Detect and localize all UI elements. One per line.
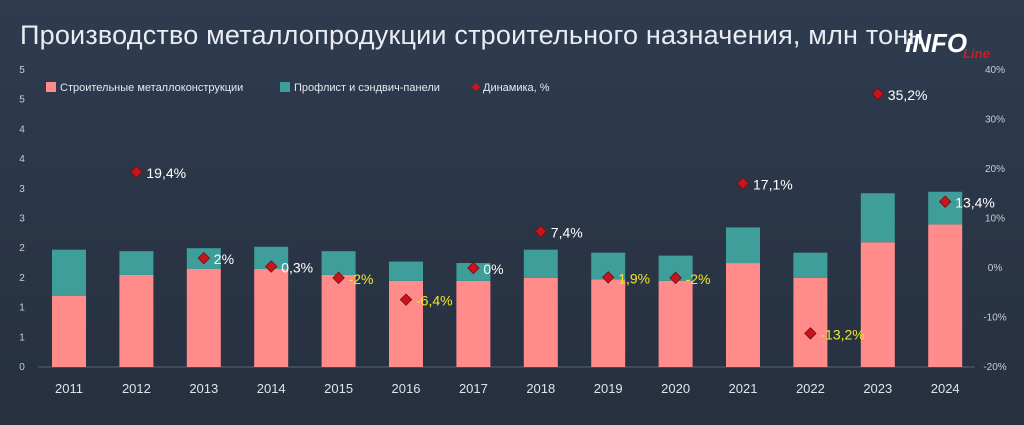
y-right-tick-label: 40% — [985, 65, 1005, 76]
logo-sub: Line — [963, 46, 990, 61]
bar-steel-structures — [523, 277, 558, 367]
dynamics-marker — [871, 87, 885, 100]
bar-profile-panels — [119, 251, 154, 275]
dynamics-marker — [534, 225, 548, 238]
x-tick-label: 2016 — [392, 381, 421, 396]
bar-profile-panels — [321, 251, 356, 275]
x-tick-label: 2019 — [594, 381, 623, 396]
legend-label-steel-structures: Строительные металлоконструкции — [60, 82, 243, 94]
y-right-tick-label: -20% — [983, 362, 1006, 373]
x-tick-label: 2023 — [863, 381, 892, 396]
y-left-tick-label: 5 — [19, 95, 25, 106]
dynamics-data-label: 19,4% — [146, 165, 186, 181]
dynamics-marker — [669, 271, 682, 285]
x-tick-label: 2020 — [661, 381, 690, 396]
x-tick-label: 2012 — [122, 381, 151, 396]
dynamics-data-label: 13,4% — [955, 195, 995, 211]
legend-label-profile-panels: Профлист и сэндвич-панели — [294, 82, 440, 94]
bar-profile-panels — [523, 249, 558, 278]
dynamics-marker — [264, 260, 278, 273]
bar-profile-panels — [52, 249, 86, 296]
y-left-tick-label: 1 — [19, 332, 25, 343]
bar-steel-structures — [52, 295, 86, 367]
x-tick-label: 2022 — [796, 381, 825, 396]
dynamics-marker — [467, 261, 480, 275]
legend-swatch-profile-panels — [280, 82, 290, 92]
dynamics-marker — [197, 251, 211, 265]
bar-steel-structures — [321, 274, 356, 367]
bar-profile-panels — [860, 193, 895, 243]
bar-profile-panels — [389, 261, 423, 281]
bar-steel-structures — [254, 268, 289, 367]
y-left-tick-label: 4 — [19, 124, 25, 135]
bar-steel-structures — [928, 224, 963, 367]
y-right-tick-label: 0% — [988, 263, 1003, 274]
y-right-tick-label: -10% — [983, 313, 1006, 324]
dynamics-marker — [601, 271, 615, 284]
x-tick-label: 2015 — [324, 381, 353, 396]
bar-steel-structures — [119, 274, 154, 367]
dynamics-marker — [736, 177, 750, 190]
x-tick-label: 2017 — [459, 381, 488, 396]
bar-steel-structures — [456, 280, 491, 367]
x-tick-label: 2018 — [526, 381, 555, 396]
dynamics-data-label: -13,2% — [820, 326, 864, 342]
dynamics-data-label: -2% — [349, 271, 374, 287]
dynamics-data-label: 1,9% — [618, 270, 650, 286]
y-left-tick-label: 5 — [19, 65, 25, 76]
dynamics-data-label: 2% — [214, 251, 234, 267]
y-left-tick-label: 3 — [19, 184, 25, 195]
y-left-tick-label: 2 — [19, 243, 25, 254]
y-right-tick-label: 10% — [985, 214, 1005, 225]
dynamics-marker — [399, 293, 413, 306]
bar-steel-structures — [591, 279, 626, 367]
chart-title: Производство металлопродукции строительн… — [20, 20, 924, 50]
bar-steel-structures — [658, 280, 693, 367]
y-right-tick-label: 20% — [985, 164, 1005, 175]
dynamics-data-label: 35,2% — [888, 87, 928, 103]
dynamics-data-label: -2% — [686, 271, 711, 287]
bar-profile-panels — [254, 246, 289, 269]
legend-swatch-steel-structures — [46, 82, 56, 92]
bar-profile-panels — [793, 252, 828, 278]
x-tick-label: 2014 — [257, 381, 286, 396]
bar-profile-panels — [726, 227, 760, 264]
bar-steel-structures — [186, 268, 221, 367]
dynamics-marker — [804, 327, 817, 340]
y-left-tick-label: 0 — [19, 362, 25, 373]
y-right-tick-label: 30% — [985, 115, 1005, 126]
y-left-tick-label: 3 — [19, 214, 25, 225]
brand-logo: iNFOLine — [905, 28, 994, 61]
dynamics-data-label: 0% — [483, 261, 503, 277]
legend-marker-dynamics — [471, 82, 481, 92]
dynamics-data-label: 7,4% — [551, 224, 583, 240]
x-tick-label: 2024 — [931, 381, 960, 396]
dynamics-data-label: 0,3% — [281, 260, 313, 276]
legend-label-dynamics: Динамика, % — [483, 82, 550, 94]
dynamics-marker — [130, 165, 143, 179]
x-tick-label: 2021 — [729, 381, 758, 396]
bar-steel-structures — [793, 277, 828, 367]
dynamics-marker — [938, 195, 952, 208]
logo-main: iNFO — [905, 28, 968, 58]
dynamics-data-label: 17,1% — [753, 176, 793, 192]
x-tick-label: 2013 — [189, 381, 218, 396]
bar-steel-structures — [726, 263, 760, 367]
x-tick-label: 2011 — [55, 381, 83, 396]
bar-steel-structures — [860, 242, 895, 367]
dynamics-marker — [332, 271, 345, 285]
y-left-tick-label: 1 — [19, 303, 25, 314]
y-left-tick-label: 4 — [19, 154, 25, 165]
dynamics-data-label: -6,4% — [416, 293, 453, 309]
y-left-tick-label: 2 — [19, 273, 25, 284]
